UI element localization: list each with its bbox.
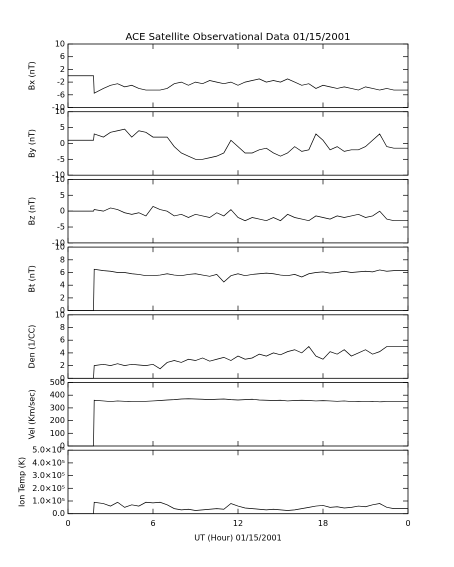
y-axis-label: By (nT)	[28, 129, 37, 158]
y-tick-label: 8	[60, 255, 65, 264]
y-tick-label: 5	[60, 123, 65, 132]
y-tick-label: -10	[52, 103, 65, 112]
x-tick-label: 6	[150, 519, 155, 528]
y-tick-label: -6	[57, 90, 65, 99]
y-tick-label: 6	[60, 268, 65, 277]
y-tick-label: 500	[50, 378, 65, 387]
y-tick-label: 100	[50, 429, 65, 438]
y-tick-label: -5	[57, 155, 65, 164]
y-tick-label: 0.0	[52, 509, 65, 518]
x-axis-label: UT (Hour) 01/15/2001	[194, 534, 281, 543]
data-line	[68, 346, 408, 379]
data-line	[68, 205, 408, 222]
y-tick-label: -2	[57, 78, 65, 87]
y-tick-label: 0	[60, 442, 65, 451]
y-tick-label: 200	[50, 416, 65, 425]
panel-frame	[67, 449, 409, 515]
y-tick-label: 0	[60, 374, 65, 383]
y-tick-label: 10	[55, 175, 65, 184]
data-line	[68, 398, 408, 447]
data-line	[68, 128, 408, 160]
y-tick-label: 4	[60, 348, 65, 357]
y-tick-label: 1.0×10⁵	[32, 497, 65, 506]
data-line	[68, 75, 408, 94]
y-tick-label: 4	[60, 281, 65, 290]
panel-frame	[67, 314, 409, 379]
y-tick-label: 10	[55, 107, 65, 116]
x-tick-label: 0	[65, 519, 70, 528]
y-axis-label: Den (1/CC)	[28, 325, 37, 369]
panel-frame	[67, 178, 409, 244]
y-tick-label: 0	[60, 139, 65, 148]
y-tick-label: 2	[60, 65, 65, 74]
y-axis-label: Bt (nT)	[28, 265, 37, 292]
y-axis-label: Vel (Km/sec)	[28, 389, 37, 439]
y-tick-label: 10	[55, 40, 65, 49]
y-axis-label: Ion Temp (K)	[18, 457, 27, 507]
data-line	[68, 268, 408, 311]
x-tick-label: 18	[318, 519, 328, 528]
chart-title: ACE Satellite Observational Data 01/15/2…	[126, 32, 351, 43]
y-tick-label: 0	[60, 207, 65, 216]
panel-frame	[67, 382, 409, 447]
y-tick-label: 2.0×10⁵	[32, 484, 65, 493]
y-tick-label: 10	[55, 243, 65, 252]
y-tick-label: 6	[60, 336, 65, 345]
y-tick-label: 5.0×10⁵	[32, 446, 65, 455]
y-axis-label: Bx (nT)	[28, 61, 37, 90]
data-line	[68, 501, 408, 515]
y-tick-label: -10	[52, 238, 65, 247]
y-tick-label: 300	[50, 403, 65, 412]
y-tick-label: 5	[60, 191, 65, 200]
y-tick-label: 2	[60, 361, 65, 370]
y-tick-label: 10	[55, 310, 65, 319]
panel-frame	[67, 111, 409, 176]
y-tick-label: 0	[60, 306, 65, 315]
y-tick-label: 6	[60, 52, 65, 61]
panel-frame	[67, 43, 409, 108]
y-tick-label: 4.0×10⁵	[32, 458, 65, 467]
panel-frame	[67, 246, 409, 312]
y-tick-label: -10	[52, 171, 65, 180]
x-tick-label: 0	[405, 519, 410, 528]
y-tick-label: 2	[60, 293, 65, 302]
y-tick-label: 8	[60, 323, 65, 332]
x-tick-label: 12	[233, 519, 243, 528]
y-tick-label: -5	[57, 223, 65, 232]
y-axis-label: Bz (nT)	[28, 197, 37, 225]
y-tick-label: 3.0×10⁵	[32, 471, 65, 480]
y-tick-label: 400	[50, 391, 65, 400]
